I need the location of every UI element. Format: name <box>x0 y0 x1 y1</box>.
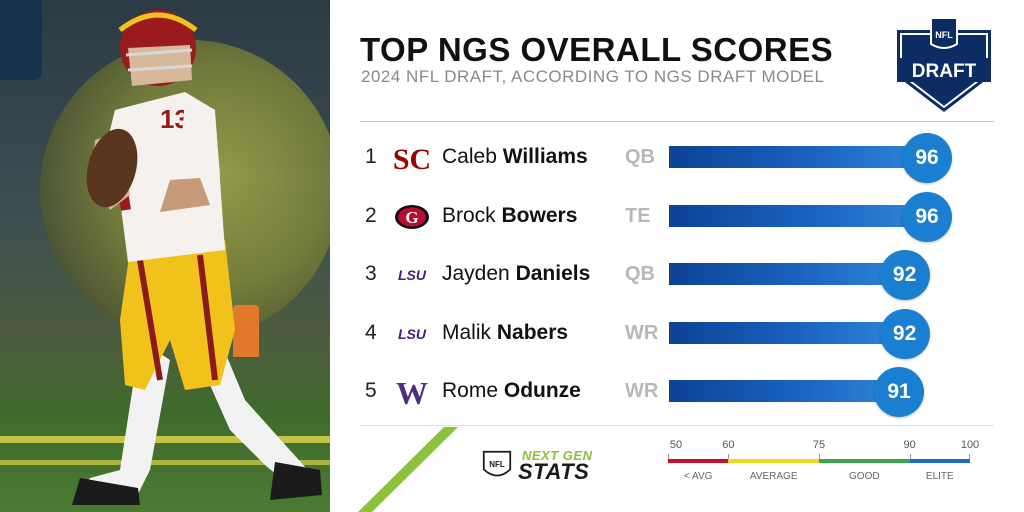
yard-line <box>0 460 330 465</box>
player-row: 1 SC Caleb Williams QB 96 <box>360 132 994 183</box>
player-name: Malik Nabers <box>442 321 568 345</box>
quarterback-figure: 13 <box>72 10 322 505</box>
player-last-name: Nabers <box>496 320 569 344</box>
scale-band <box>819 459 910 463</box>
scale-band-label: ELITE <box>925 471 954 482</box>
svg-text:W: W <box>396 375 428 410</box>
scale-band-label: < AVG <box>683 471 713 482</box>
ngs-logo-top: NEXT GEN <box>522 448 593 463</box>
rank-number: 1 <box>365 145 377 168</box>
scale-band-label: AVERAGE <box>749 471 798 482</box>
scale-tick-label: 100 <box>960 439 980 451</box>
score-badge: 96 <box>902 191 953 242</box>
player-name: Rome Odunze <box>442 379 581 403</box>
rank-number: 4 <box>365 320 377 344</box>
scale-tick-label: 60 <box>722 439 735 451</box>
nfl-draft-logo: DRAFT NFL <box>897 18 991 112</box>
scale-band <box>668 459 729 463</box>
scale-tick-label: 90 <box>903 439 916 451</box>
player-first-name: Jayden <box>442 262 516 285</box>
score-badge: 91 <box>874 367 924 417</box>
player-position: TE <box>625 204 651 227</box>
scale-tick-mark <box>819 454 820 459</box>
header-divider <box>360 121 994 122</box>
chart-subtitle: 2024 NFL DRAFT, ACCORDING TO NGS DRAFT M… <box>361 67 825 86</box>
svg-text:LSU: LSU <box>398 267 427 283</box>
player-row: 2 G Brock Bowers TE 96 <box>360 191 994 242</box>
georgia-logo-icon: G <box>392 199 432 235</box>
scale-band-label: GOOD <box>849 471 880 482</box>
player-last-name: Daniels <box>515 262 591 285</box>
washington-logo-icon: W <box>392 374 432 411</box>
scale-tick-label: 75 <box>812 439 826 451</box>
lsu-logo-icon: LSU <box>392 257 432 293</box>
player-name: Jayden Daniels <box>442 262 590 286</box>
scale-tick-mark <box>969 454 970 459</box>
next-gen-stats-logo: NFL NEXT GEN STATS <box>482 446 612 486</box>
player-position: WR <box>625 380 659 402</box>
scale-tick-mark <box>909 454 911 459</box>
footer-divider <box>360 425 994 426</box>
player-name: Brock Bowers <box>442 204 577 228</box>
svg-text:G: G <box>405 208 418 227</box>
svg-text:LSU: LSU <box>398 326 427 342</box>
player-last-name: Bowers <box>501 203 578 227</box>
player-last-name: Odunze <box>503 379 581 402</box>
score-bar <box>669 321 905 344</box>
rank-number: 3 <box>365 262 377 285</box>
scale-band <box>728 459 819 463</box>
ngs-logo-bottom: STATS <box>518 459 590 484</box>
player-row: 5 W Rome Odunze WR 91 <box>360 366 994 417</box>
score-badge: 96 <box>902 133 953 183</box>
score-bar <box>669 204 928 227</box>
pylon <box>233 305 259 357</box>
score-bar <box>669 146 928 168</box>
player-name: Caleb Williams <box>442 145 588 169</box>
chart-title: TOP NGS OVERALL SCORES <box>360 31 834 68</box>
player-row: 3 LSU Jayden Daniels QB 92 <box>360 249 994 300</box>
player-position: QB <box>625 146 655 168</box>
player-first-name: Caleb <box>442 145 503 168</box>
usc-logo-icon: SC <box>392 140 432 176</box>
scale-tick-label: 50 <box>669 439 683 451</box>
score-badge: 92 <box>879 250 930 300</box>
draft-logo-shield-text: NFL <box>935 30 953 40</box>
scale-tick-mark <box>668 454 669 459</box>
player-last-name: Williams <box>502 145 588 168</box>
rank-number: 5 <box>365 379 377 402</box>
scale-band <box>909 459 970 463</box>
draft-logo-text: DRAFT <box>912 61 977 82</box>
lsu-logo-icon: LSU <box>392 316 432 352</box>
score-scale-legend: 50 60 75 90 100 < AVG AVERAGE GOOD ELITE <box>668 436 979 486</box>
player-first-name: Rome <box>442 379 504 402</box>
score-badge: 92 <box>879 308 930 359</box>
svg-text:NFL: NFL <box>489 460 505 469</box>
player-first-name: Brock <box>442 203 502 227</box>
player-photo: 13 <box>0 0 330 512</box>
yard-line <box>0 436 330 443</box>
score-bar <box>669 380 899 402</box>
player-first-name: Malik <box>442 320 497 344</box>
rank-number: 2 <box>365 203 377 227</box>
svg-text:SC: SC <box>393 143 431 176</box>
player-position: QB <box>625 263 655 285</box>
player-position: WR <box>625 321 659 344</box>
player-row: 4 LSU Malik Nabers WR 92 <box>360 308 994 359</box>
score-bar <box>669 263 905 285</box>
green-slash-accent <box>358 427 458 512</box>
nfl-shield-icon: NFL <box>482 450 512 477</box>
scale-tick-mark <box>728 454 730 459</box>
stadium-sign <box>0 0 42 80</box>
